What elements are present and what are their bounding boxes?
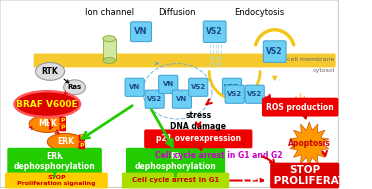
FancyBboxPatch shape [145, 90, 164, 108]
FancyBboxPatch shape [172, 90, 192, 108]
Polygon shape [290, 122, 329, 166]
Text: P: P [80, 135, 84, 140]
Text: STOP
Proliferation signaling: STOP Proliferation signaling [17, 175, 96, 186]
FancyBboxPatch shape [159, 75, 178, 93]
Text: VS2: VS2 [206, 27, 223, 36]
FancyBboxPatch shape [122, 173, 229, 188]
FancyBboxPatch shape [270, 163, 339, 188]
Ellipse shape [15, 91, 80, 117]
FancyBboxPatch shape [0, 0, 339, 187]
Ellipse shape [103, 36, 116, 42]
Text: VS2: VS2 [224, 84, 240, 90]
FancyBboxPatch shape [189, 78, 208, 96]
FancyBboxPatch shape [222, 78, 241, 96]
Ellipse shape [29, 115, 65, 132]
FancyBboxPatch shape [262, 98, 339, 117]
Ellipse shape [35, 63, 65, 80]
Text: Diffusion: Diffusion [158, 8, 196, 17]
Ellipse shape [64, 80, 86, 95]
FancyBboxPatch shape [5, 173, 108, 188]
Text: VS2: VS2 [147, 96, 162, 102]
Text: cell membrane: cell membrane [287, 57, 335, 62]
FancyBboxPatch shape [126, 148, 225, 176]
Text: p21 overexpression: p21 overexpression [156, 134, 241, 143]
Text: Rb
dephosphorylation: Rb dephosphorylation [135, 152, 217, 171]
Text: ERK
dephosphorylation: ERK dephosphorylation [14, 152, 96, 171]
FancyBboxPatch shape [263, 41, 286, 62]
Text: STOP
CELL PROLIFERATION: STOP CELL PROLIFERATION [243, 165, 367, 186]
FancyBboxPatch shape [245, 85, 264, 103]
Text: RTK: RTK [42, 67, 58, 76]
Text: P: P [60, 118, 65, 122]
Text: Apoptosis: Apoptosis [288, 139, 331, 148]
Text: ERK: ERK [57, 137, 74, 146]
Text: VS2: VS2 [227, 91, 242, 97]
FancyBboxPatch shape [125, 78, 144, 96]
FancyBboxPatch shape [131, 22, 151, 42]
FancyBboxPatch shape [144, 129, 253, 148]
Text: BRAF V600E: BRAF V600E [16, 100, 78, 109]
Text: Endocytosis: Endocytosis [234, 8, 284, 17]
FancyBboxPatch shape [203, 21, 226, 43]
Text: ROS production: ROS production [266, 103, 334, 112]
Ellipse shape [47, 133, 84, 150]
Text: VS2: VS2 [247, 91, 262, 97]
Ellipse shape [103, 57, 116, 64]
Text: P: P [80, 143, 84, 148]
Text: Cell cycle arrest in G1 and G2: Cell cycle arrest in G1 and G2 [154, 151, 282, 160]
FancyBboxPatch shape [33, 53, 336, 67]
FancyBboxPatch shape [7, 148, 102, 176]
Text: VN: VN [134, 27, 148, 36]
Text: Ras: Ras [67, 84, 82, 90]
Bar [103, 39, 116, 60]
Text: VN: VN [129, 84, 140, 90]
Text: cytosol: cytosol [312, 68, 335, 74]
Text: P: P [60, 125, 65, 130]
Text: MEK: MEK [38, 119, 57, 129]
FancyBboxPatch shape [225, 85, 244, 103]
Text: VN: VN [176, 96, 187, 102]
Text: VS2: VS2 [266, 47, 283, 56]
Text: VS2: VS2 [191, 84, 206, 90]
Text: Cell cycle arrest in G1: Cell cycle arrest in G1 [132, 177, 219, 184]
Text: stress
DNA damage: stress DNA damage [170, 111, 226, 131]
Text: Ion channel: Ion channel [84, 8, 134, 17]
Text: VN: VN [163, 81, 174, 87]
